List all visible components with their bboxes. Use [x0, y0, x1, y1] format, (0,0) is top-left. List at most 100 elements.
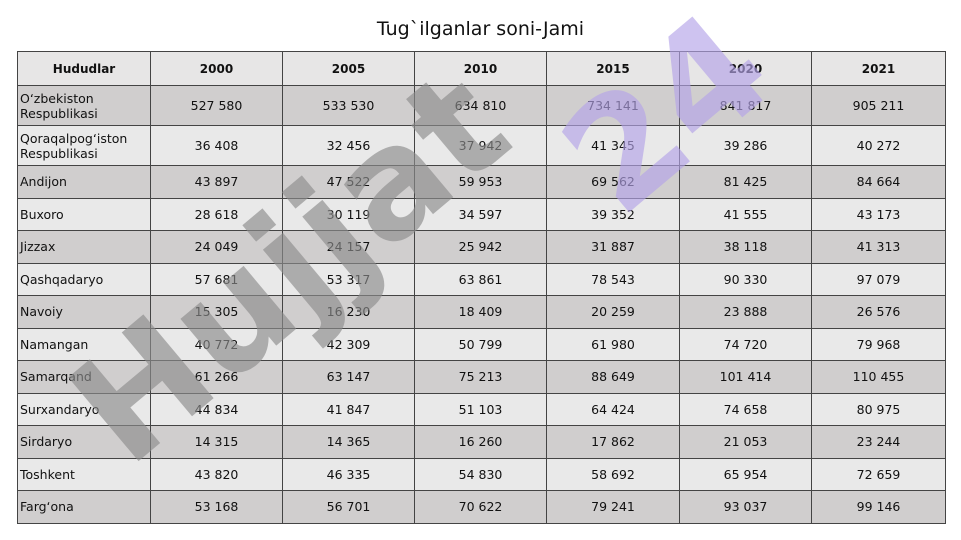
value-cell: 47 522: [282, 165, 415, 199]
value-cell: 51 103: [414, 392, 547, 426]
value-cell: 34 597: [414, 197, 547, 231]
region-name-cell: Qashqadaryo: [17, 262, 151, 296]
value-cell: 734 141: [546, 85, 680, 126]
value-cell: 58 692: [546, 457, 680, 491]
region-name-cell: Jizzax: [17, 230, 151, 264]
value-cell: 78 543: [546, 262, 680, 296]
value-cell: 28 618: [150, 197, 283, 231]
value-cell: 56 701: [282, 490, 415, 524]
table-row: Qoraqalpog‘iston Respublikasi 36 408 32 45…: [17, 125, 946, 166]
value-cell: 53 168: [150, 490, 283, 524]
value-cell: 41 345: [546, 125, 680, 166]
table-header-row: Hududlar 2000 2005 2010 2015 2020 2021: [17, 51, 946, 86]
value-cell: 32 456: [282, 125, 415, 166]
table-row: Jizzax 24 049 24 157 25 942 31 887 38 118 41 3…: [17, 230, 946, 264]
value-cell: 79 241: [546, 490, 680, 524]
region-name-cell: Toshkent: [17, 457, 151, 491]
value-cell: 74 658: [679, 392, 812, 426]
region-name-cell: Buxoro: [17, 197, 151, 231]
value-cell: 61 980: [546, 327, 680, 361]
value-cell: 841 817: [679, 85, 812, 126]
value-cell: 93 037: [679, 490, 812, 524]
value-cell: 25 942: [414, 230, 547, 264]
value-cell: 527 580: [150, 85, 283, 126]
region-name-cell: Sirdaryo: [17, 425, 151, 459]
value-cell: 90 330: [679, 262, 812, 296]
value-cell: 41 555: [679, 197, 812, 231]
table-row: O‘zbekiston Respublikasi 527 580 533 530 63…: [17, 85, 946, 126]
value-cell: 905 211: [811, 85, 946, 126]
value-cell: 26 576: [811, 295, 946, 329]
value-cell: 70 622: [414, 490, 547, 524]
value-cell: 74 720: [679, 327, 812, 361]
value-cell: 101 414: [679, 360, 812, 394]
table-row: Toshkent 43 820 46 335 54 830 58 692 65 954 72…: [17, 457, 946, 491]
region-name-cell: Surxandaryo: [17, 392, 151, 426]
value-cell: 38 118: [679, 230, 812, 264]
table-row: Surxandaryo 44 834 41 847 51 103 64 424 74 65…: [17, 392, 946, 426]
column-header: 2005: [282, 51, 415, 86]
value-cell: 40 272: [811, 125, 946, 166]
value-cell: 84 664: [811, 165, 946, 199]
value-cell: 43 897: [150, 165, 283, 199]
value-cell: 15 305: [150, 295, 283, 329]
column-header: Hududlar: [17, 51, 151, 86]
value-cell: 42 309: [282, 327, 415, 361]
value-cell: 31 887: [546, 230, 680, 264]
value-cell: 30 119: [282, 197, 415, 231]
value-cell: 75 213: [414, 360, 547, 394]
value-cell: 24 049: [150, 230, 283, 264]
value-cell: 21 053: [679, 425, 812, 459]
value-cell: 14 365: [282, 425, 415, 459]
value-cell: 61 266: [150, 360, 283, 394]
value-cell: 14 315: [150, 425, 283, 459]
value-cell: 41 847: [282, 392, 415, 426]
value-cell: 634 810: [414, 85, 547, 126]
column-header: 2021: [811, 51, 946, 86]
value-cell: 17 862: [546, 425, 680, 459]
table-row: Farg‘ona 53 168 56 701 70 622 79 241 93 037 99…: [17, 490, 946, 524]
value-cell: 81 425: [679, 165, 812, 199]
value-cell: 69 562: [546, 165, 680, 199]
value-cell: 16 230: [282, 295, 415, 329]
value-cell: 63 147: [282, 360, 415, 394]
value-cell: 41 313: [811, 230, 946, 264]
value-cell: 46 335: [282, 457, 415, 491]
region-name-cell: Navoiy: [17, 295, 151, 329]
region-name-cell: Qoraqalpog‘iston Respublikasi: [17, 125, 151, 166]
value-cell: 79 968: [811, 327, 946, 361]
value-cell: 50 799: [414, 327, 547, 361]
value-cell: 39 352: [546, 197, 680, 231]
value-cell: 63 861: [414, 262, 547, 296]
value-cell: 39 286: [679, 125, 812, 166]
value-cell: 18 409: [414, 295, 547, 329]
table-row: Samarqand 61 266 63 147 75 213 88 649 101 414…: [17, 360, 946, 394]
value-cell: 23 244: [811, 425, 946, 459]
value-cell: 24 157: [282, 230, 415, 264]
value-cell: 65 954: [679, 457, 812, 491]
value-cell: 88 649: [546, 360, 680, 394]
value-cell: 53 317: [282, 262, 415, 296]
value-cell: 37 942: [414, 125, 547, 166]
region-name-cell: Namangan: [17, 327, 151, 361]
slide-title: Tug`ilganlar soni-Jami: [376, 18, 585, 40]
value-cell: 20 259: [546, 295, 680, 329]
value-cell: 23 888: [679, 295, 812, 329]
column-header: 2015: [546, 51, 680, 86]
value-cell: 533 530: [282, 85, 415, 126]
table-row: Navoiy 15 305 16 230 18 409 20 259 23 888 26 5…: [17, 295, 946, 329]
value-cell: 59 953: [414, 165, 547, 199]
value-cell: 43 173: [811, 197, 946, 231]
value-cell: 57 681: [150, 262, 283, 296]
value-cell: 99 146: [811, 490, 946, 524]
column-header: 2010: [414, 51, 547, 86]
table-row: Namangan 40 772 42 309 50 799 61 980 74 720 79…: [17, 327, 946, 361]
table-row: Qashqadaryo 57 681 53 317 63 861 78 543 90 33…: [17, 262, 946, 296]
value-cell: 72 659: [811, 457, 946, 491]
births-table: Hududlar 2000 2005 2010 2015 2020 2021 O…: [17, 51, 946, 524]
value-cell: 16 260: [414, 425, 547, 459]
table-row: Andijon 43 897 47 522 59 953 69 562 81 425 84 …: [17, 165, 946, 199]
value-cell: 43 820: [150, 457, 283, 491]
column-header: 2000: [150, 51, 283, 86]
